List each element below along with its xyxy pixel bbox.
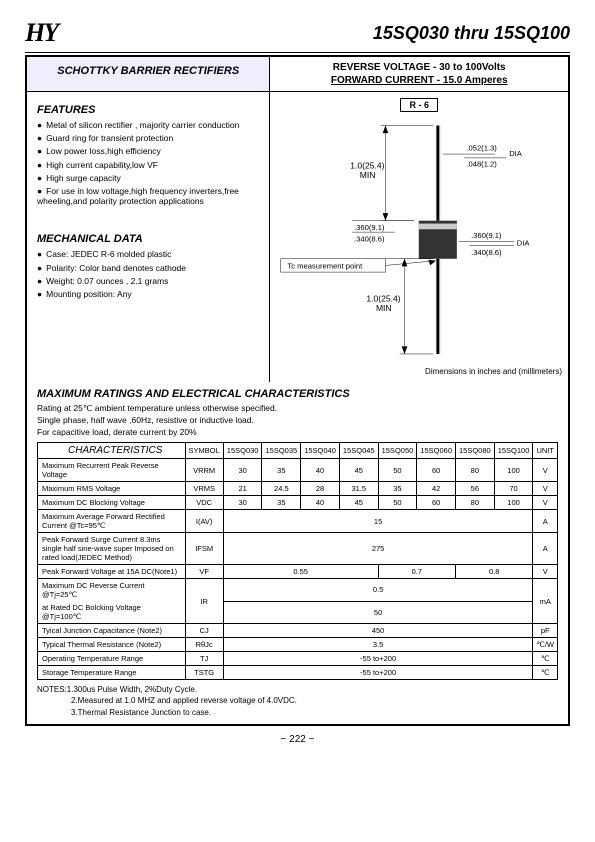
table-row: Tyical Junction Capacitance (Note2) CJ 4… (38, 624, 558, 638)
svg-text:.360(9.1): .360(9.1) (354, 223, 385, 232)
mechanical-list: Case: JEDEC R-6 molded plastic Polarity:… (37, 249, 259, 299)
left-column: FEATURES Metal of silicon rectifier , ma… (27, 92, 270, 382)
rating-condition: Rating at 25℃ ambient temperature unless… (37, 403, 558, 415)
col-unit: UNIT (533, 443, 558, 459)
col-part: 15SQ040 (301, 443, 340, 459)
mid-row: FEATURES Metal of silicon rectifier , ma… (27, 92, 568, 382)
table-header-row: CHARACTERISTICS SYMBOL 15SQ030 15SQ035 1… (38, 443, 558, 459)
table-row: Maximum Recurrent Peak Reverse Voltage V… (38, 459, 558, 482)
logo: HY (25, 18, 57, 48)
features-list: Metal of silicon rectifier , majority ca… (37, 120, 259, 206)
col-part: 15SQ035 (262, 443, 301, 459)
page-footer: ~ 222 ~ (25, 734, 570, 745)
header: HY 15SQ030 thru 15SQ100 (25, 18, 570, 53)
top-row: SCHOTTKY BARRIER RECTIFIERS REVERSE VOLT… (27, 57, 568, 92)
svg-text:MIN: MIN (360, 170, 376, 180)
table-row: Peak Forward Voltage at 15A DC(Note1) VF… (38, 565, 558, 579)
table-row: Maximum DC Blocking Voltage VDC 30354045… (38, 496, 558, 510)
col-part: 15SQ100 (494, 443, 533, 459)
table-row: Maximum DC Reverse Current @Tj=25℃ IR 0.… (38, 579, 558, 602)
feature-item: Guard ring for transient protection (37, 133, 259, 143)
diagram-column: R - 6 1.0(25.4) (270, 92, 568, 382)
col-symbol: SYMBOL (185, 443, 223, 459)
characteristics-table: CHARACTERISTICS SYMBOL 15SQ030 15SQ035 1… (37, 442, 558, 680)
svg-text:DIA: DIA (517, 238, 531, 247)
table-row: Maximum RMS Voltage VRMS 2124.52831.5354… (38, 482, 558, 496)
table-row: Typical Thermal Resistance (Note2) RθJc … (38, 638, 558, 652)
dimension-note: Dimensions in inches and (millimeters) (276, 367, 562, 376)
part-title: 15SQ030 thru 15SQ100 (373, 23, 570, 44)
mechanical-title: MECHANICAL DATA (37, 233, 259, 245)
main-content: SCHOTTKY BARRIER RECTIFIERS REVERSE VOLT… (25, 55, 570, 726)
mechanical-item: Polarity: Color band denotes cathode (37, 263, 259, 273)
char-header: CHARACTERISTICS (38, 443, 186, 459)
svg-text:.340(8.6): .340(8.6) (472, 248, 503, 257)
ratings-conditions: Rating at 25℃ ambient temperature unless… (37, 403, 558, 439)
feature-item: High surge capacity (37, 173, 259, 183)
mechanical-item: Mounting position: Any (37, 289, 259, 299)
features-title: FEATURES (37, 104, 259, 116)
svg-text:1.0(25.4): 1.0(25.4) (367, 294, 401, 304)
feature-item: For use in low voltage,high frequency in… (37, 186, 259, 206)
table-row: Storage Temperature Range TSTG -55 to+20… (38, 666, 558, 680)
table-notes: NOTES:1.300us Pulse Width, 2%Duty Cycle.… (37, 684, 558, 718)
feature-item: Low power loss,high efficiency (37, 146, 259, 156)
table-row: Maximum Average Forward Rectified Curren… (38, 510, 558, 533)
svg-text:.052(1.3): .052(1.3) (467, 143, 498, 152)
package-diagram: 1.0(25.4) MIN .052(1.3) .048(1.2) DIA .3… (276, 116, 562, 363)
col-part: 15SQ030 (223, 443, 262, 459)
col-part: 15SQ060 (417, 443, 456, 459)
forward-current-line: FORWARD CURRENT - 15.0 Amperes (278, 74, 560, 87)
svg-text:.360(9.1): .360(9.1) (472, 231, 503, 240)
voltage-spec: REVERSE VOLTAGE - 30 to 100Volts FORWARD… (270, 57, 568, 91)
svg-text:DIA: DIA (510, 149, 524, 158)
svg-text:Tc measurement point: Tc measurement point (288, 261, 364, 270)
product-subtitle: SCHOTTKY BARRIER RECTIFIERS (27, 57, 270, 91)
feature-item: Metal of silicon rectifier , majority ca… (37, 120, 259, 130)
feature-item: High current capability,low VF (37, 160, 259, 170)
note-line: NOTES:1.300us Pulse Width, 2%Duty Cycle. (37, 684, 558, 695)
col-part: 15SQ080 (456, 443, 495, 459)
col-part: 15SQ045 (339, 443, 378, 459)
col-part: 15SQ050 (378, 443, 417, 459)
table-row: Operating Temperature Range TJ -55 to+20… (38, 652, 558, 666)
svg-text:.048(1.2): .048(1.2) (467, 159, 498, 168)
svg-text:.340(8.6): .340(8.6) (354, 235, 385, 244)
rating-condition: Single phase, half wave ,60Hz, resistive… (37, 415, 558, 427)
svg-text:1.0(25.4): 1.0(25.4) (351, 160, 385, 170)
note-line: 2.Measured at 1.0 MHZ and applied revers… (37, 695, 558, 706)
svg-text:MIN: MIN (376, 303, 392, 313)
mechanical-item: Weight: 0.07 ounces , 2.1 grams (37, 276, 259, 286)
ratings-section: MAXIMUM RATINGS AND ELECTRICAL CHARACTER… (27, 382, 568, 723)
rating-condition: For capacitive load, derate current by 2… (37, 427, 558, 439)
package-label: R - 6 (400, 98, 438, 112)
table-row: at Rated DC Bolcking Voltage @Tj=100℃ 50 (38, 601, 558, 624)
page: HY 15SQ030 thru 15SQ100 SCHOTTKY BARRIER… (0, 0, 595, 763)
reverse-voltage-line: REVERSE VOLTAGE - 30 to 100Volts (278, 61, 560, 74)
ratings-title: MAXIMUM RATINGS AND ELECTRICAL CHARACTER… (37, 388, 558, 400)
mechanical-item: Case: JEDEC R-6 molded plastic (37, 249, 259, 259)
note-line: 3.Thermal Resistance Junction to case. (37, 707, 558, 718)
table-row: Peak Forward Surge Current 8.3ms single … (38, 533, 558, 565)
